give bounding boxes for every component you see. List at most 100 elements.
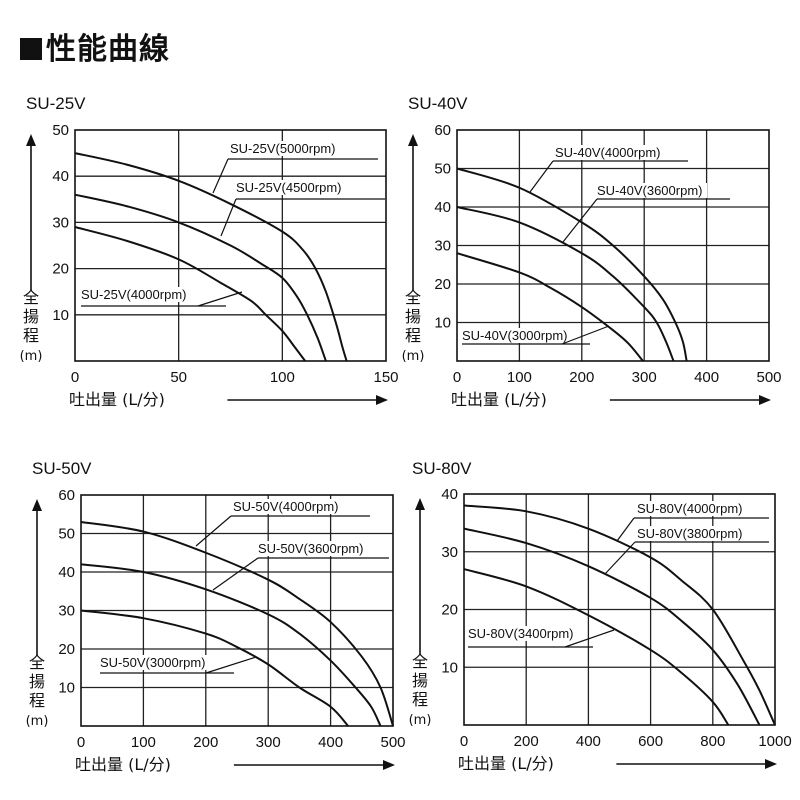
chart-su25v: 0 50 100 150 10 20 30 40 50 SU-25V(5000rpm) SU-25V… <box>20 122 399 409</box>
x-tick-label: 500 <box>380 734 405 751</box>
x-axis-label: 吐出量 (L/分) <box>458 754 554 773</box>
y-tick-label: 50 <box>52 122 69 139</box>
series-label: SU-40V(3600rpm) <box>597 183 703 198</box>
y-axis-label: 全揚程(m) <box>402 288 425 364</box>
pointer-line <box>212 557 259 591</box>
x-axis-label: 吐出量 (L/分) <box>69 390 165 409</box>
label-bg <box>232 499 343 514</box>
x-tick-label: 200 <box>514 733 539 750</box>
pointer-line <box>197 291 243 307</box>
chart-su50v: 0 100 200 300 400 500 10 20 30 40 50 60 SU-50V(4000r… <box>26 487 406 774</box>
plot-frame <box>456 129 770 362</box>
pointer-line <box>616 517 635 542</box>
y-tick-label: 40 <box>58 564 75 581</box>
curve-su-80v-3400rpm- <box>463 568 730 726</box>
black-square-icon <box>20 38 42 60</box>
y-tick-label: 40 <box>52 168 69 185</box>
chart-title-su25v: SU-25V <box>26 94 86 113</box>
y-axis-label: 全揚程(m) <box>409 652 432 728</box>
x-tick-label: 100 <box>131 734 156 751</box>
x-tick-label: 500 <box>756 369 781 386</box>
chart-su80v: 0 200 400 600 800 1000 10 20 30 40 SU-80V(4000rpm)… <box>409 486 792 773</box>
series-label: SU-80V(3400rpm) <box>468 626 574 641</box>
arrow-right-icon <box>759 395 771 405</box>
y-tick-label: 30 <box>52 214 69 231</box>
y-tick-label: 20 <box>58 641 75 658</box>
series-label: SU-25V(5000rpm) <box>230 141 336 156</box>
series-label: SU-80V(4000rpm) <box>637 501 743 516</box>
y-axis-label: 全揚程(m) <box>20 288 43 364</box>
label-bg <box>636 526 747 541</box>
y-tick-label: 40 <box>441 486 458 503</box>
series-label: SU-80V(3800rpm) <box>637 526 743 541</box>
y-tick-label: 60 <box>434 122 451 139</box>
curve-su-25v-4000rpm- <box>74 226 306 362</box>
y-tick-label: 10 <box>58 680 75 697</box>
curve-su-80v-4000rpm- <box>463 504 776 726</box>
curve-su-80v-3800rpm- <box>463 527 761 726</box>
label-bg <box>257 541 368 556</box>
x-tick-label: 100 <box>270 369 295 386</box>
pointer-line <box>529 160 554 193</box>
pointer-line <box>220 198 237 237</box>
pointer-line <box>212 158 229 194</box>
x-tick-label: 0 <box>77 734 85 751</box>
x-tick-label: 100 <box>507 369 532 386</box>
x-tick-label: 400 <box>318 734 343 751</box>
x-tick-label: 400 <box>694 369 719 386</box>
series-label: SU-40V(3000rpm) <box>462 328 568 343</box>
x-tick-label: 50 <box>170 369 187 386</box>
y-tick-label: 10 <box>52 307 69 324</box>
label-bg <box>467 626 578 641</box>
pointer-line <box>205 656 257 674</box>
label-bg <box>596 183 707 198</box>
label-bg <box>461 328 572 343</box>
label-bg <box>80 287 191 302</box>
y-tick-label: 20 <box>52 261 69 278</box>
x-tick-label: 0 <box>71 369 79 386</box>
curve-su-50v-3600rpm- <box>80 563 382 727</box>
curve-su-50v-4000rpm- <box>80 520 394 727</box>
label-bg <box>636 501 747 516</box>
x-axis-label: 吐出量 (L/分) <box>75 755 171 774</box>
pointer-line <box>604 541 636 575</box>
chart-title-su80v: SU-80V <box>412 459 472 478</box>
x-tick-label: 800 <box>700 733 725 750</box>
series-label: SU-50V(4000rpm) <box>233 499 339 514</box>
y-tick-label: 40 <box>434 199 451 216</box>
x-tick-label: 0 <box>460 733 468 750</box>
label-bg <box>229 141 340 156</box>
curve-su-40v-3000rpm- <box>456 252 644 362</box>
pointer-line <box>195 515 232 547</box>
arrow-right-icon <box>765 759 777 769</box>
series-label: SU-40V(4000rpm) <box>555 145 661 160</box>
y-tick-label: 10 <box>434 315 451 332</box>
x-tick-label: 300 <box>256 734 281 751</box>
y-tick-label: 20 <box>434 276 451 293</box>
y-tick-label: 20 <box>441 602 458 619</box>
y-tick-label: 50 <box>434 161 451 178</box>
curve-su-25v-4500rpm- <box>74 193 327 362</box>
pointer-line <box>562 198 598 243</box>
y-tick-label: 10 <box>441 659 458 676</box>
y-axis-label: 全揚程(m) <box>26 653 49 729</box>
curve-su-25v-5000rpm- <box>74 152 348 362</box>
x-tick-label: 0 <box>453 369 461 386</box>
curve-su-40v-3600rpm- <box>456 206 675 362</box>
chart-title-su50v: SU-50V <box>32 459 92 478</box>
curve-su-50v-3000rpm- <box>80 609 349 727</box>
x-tick-label: 300 <box>632 369 657 386</box>
x-tick-label: 400 <box>576 733 601 750</box>
y-tick-label: 50 <box>58 526 75 543</box>
label-bg <box>235 180 346 195</box>
pointer-line <box>564 629 615 648</box>
y-tick-label: 30 <box>434 238 451 255</box>
chart-su40v: 0 100 200 300 400 500 10 20 30 40 50 60 SU-40V(4000r… <box>402 122 782 409</box>
arrow-right-icon <box>376 395 388 405</box>
arrow-up-icon <box>32 499 42 511</box>
series-label: SU-50V(3600rpm) <box>258 541 364 556</box>
x-tick-label: 200 <box>569 369 594 386</box>
pointer-line <box>561 325 610 345</box>
y-tick-label: 30 <box>441 544 458 561</box>
arrow-up-icon <box>26 134 36 146</box>
